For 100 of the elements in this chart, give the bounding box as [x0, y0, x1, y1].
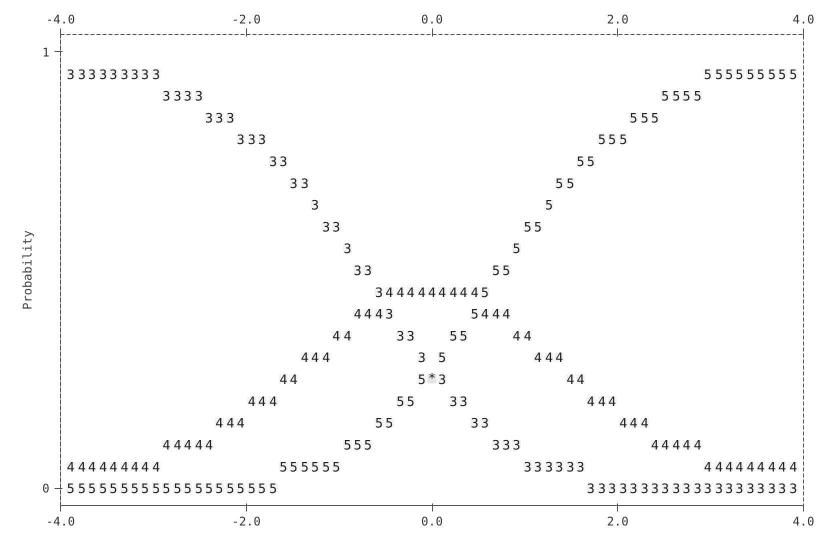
- text: 4: [99, 460, 108, 476]
- text: 3: [162, 90, 170, 105]
- text: 4: [248, 394, 256, 410]
- text: 5: [418, 373, 426, 388]
- x2-tick-label: 2.0: [606, 514, 629, 528]
- text: 4: [418, 286, 426, 301]
- text: 5: [608, 133, 616, 148]
- text: 4: [322, 351, 330, 366]
- text: 3: [576, 460, 585, 476]
- text: 5: [184, 482, 192, 498]
- text: 4: [481, 308, 489, 323]
- text: 4: [470, 286, 479, 301]
- x2-tick-label: 4.0: [792, 514, 814, 528]
- text: 5: [311, 460, 319, 476]
- text: 3: [545, 460, 553, 476]
- text: 4: [226, 416, 234, 432]
- text: 4: [236, 416, 245, 432]
- text: 3: [418, 351, 426, 366]
- text: 3: [120, 68, 128, 83]
- text: 5: [130, 482, 139, 498]
- text: 4: [354, 308, 362, 323]
- text: 3: [364, 264, 372, 279]
- text: 4: [344, 329, 352, 344]
- text: 5: [512, 242, 520, 258]
- text: 3: [300, 176, 309, 192]
- text: 3: [174, 90, 182, 105]
- y-axis-title: Probability: [20, 230, 34, 310]
- text: 5: [396, 394, 404, 410]
- text: 3: [205, 111, 214, 126]
- text: 4: [66, 460, 75, 476]
- text: 5: [545, 198, 553, 214]
- text: 4: [502, 308, 510, 323]
- text: 4: [715, 460, 723, 476]
- text: 4: [300, 351, 309, 366]
- text: 3: [354, 264, 362, 279]
- text: 3: [279, 154, 288, 170]
- text: 3: [88, 68, 96, 83]
- text: 4: [534, 351, 542, 366]
- text: 3: [555, 460, 564, 476]
- text: 3: [248, 133, 256, 148]
- text: 5: [194, 482, 203, 498]
- text: 5: [630, 111, 638, 126]
- text: 3: [640, 482, 649, 498]
- text: 5: [248, 482, 256, 498]
- text: 5: [725, 68, 734, 83]
- text: 4: [512, 329, 520, 344]
- text: 3: [768, 482, 776, 498]
- text: 4: [736, 460, 744, 476]
- text: 3: [290, 176, 298, 192]
- text: 4: [110, 460, 118, 476]
- text: 4: [258, 394, 266, 410]
- text: 3: [534, 460, 542, 476]
- text: 5: [481, 286, 489, 301]
- text: 3: [375, 286, 383, 301]
- text: 5: [576, 154, 585, 170]
- text: 5: [290, 460, 298, 476]
- text: 5: [88, 482, 96, 498]
- text: 5: [534, 220, 542, 236]
- text: 3: [406, 329, 415, 344]
- text: 4: [406, 286, 415, 301]
- text: 3: [715, 482, 723, 498]
- text: 5: [406, 394, 415, 410]
- text: 4: [375, 308, 383, 323]
- text: 3: [438, 373, 446, 388]
- text: 5: [746, 68, 754, 83]
- text: 3: [311, 198, 319, 214]
- text: 3: [789, 482, 798, 498]
- text: 3: [344, 242, 352, 258]
- text: 4: [694, 438, 702, 454]
- text: 3: [470, 416, 479, 432]
- text: 3: [110, 68, 118, 83]
- text: 3: [512, 438, 520, 454]
- text: 5: [120, 482, 128, 498]
- text: 5: [344, 438, 352, 454]
- text: 4: [746, 460, 754, 476]
- x-tick-label: 4.0: [792, 12, 814, 26]
- text: 5: [152, 482, 160, 498]
- text: 3: [586, 482, 595, 498]
- text: 3: [152, 68, 160, 83]
- text: 3: [608, 482, 616, 498]
- text: 5: [322, 460, 330, 476]
- text: 4: [661, 438, 670, 454]
- x2-tick-label: -4.0: [46, 514, 75, 528]
- text: 4: [460, 286, 468, 301]
- text: 4: [269, 394, 278, 410]
- text: 5: [756, 68, 765, 83]
- text: 5: [619, 133, 628, 148]
- text: 5: [110, 482, 118, 498]
- text: 5: [438, 351, 446, 366]
- x-tick-label: 0.0: [421, 12, 443, 26]
- text: 4: [566, 373, 574, 388]
- text: 4: [555, 351, 564, 366]
- text: 4: [215, 416, 224, 432]
- text: 5: [778, 68, 786, 83]
- text: 5: [598, 133, 606, 148]
- series-label: 4: [524, 329, 532, 344]
- text: 4: [194, 438, 203, 454]
- text: 5: [375, 416, 383, 432]
- text: 3: [258, 133, 266, 148]
- text: 5: [661, 90, 670, 105]
